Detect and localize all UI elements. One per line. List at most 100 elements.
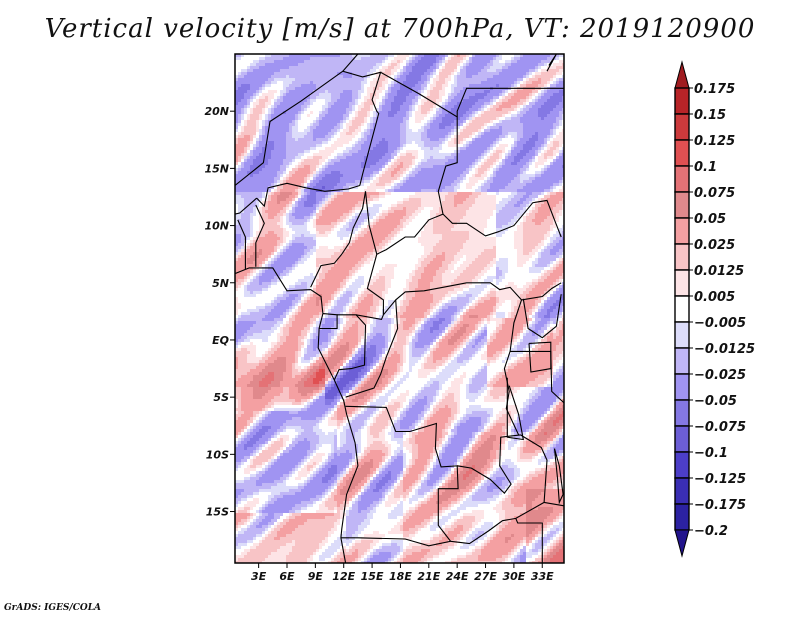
field-cell [526,66,529,69]
field-cell [250,204,253,207]
field-cell [478,147,481,150]
field-cell [457,198,460,201]
field-cell [373,57,376,60]
field-cell [283,96,286,99]
field-cell [493,60,496,63]
field-cell [343,78,346,81]
field-cell [295,78,298,81]
field-cell [259,69,262,72]
field-cell [541,78,544,81]
field-cell [409,111,412,114]
field-cell [556,165,559,168]
field-cell [241,117,244,120]
field-cell [379,102,382,105]
field-cell [364,60,367,63]
field-cell [538,138,541,141]
field-cell [547,144,550,147]
field-cell [541,138,544,141]
field-cell [274,129,277,132]
field-cell [346,183,349,186]
field-cell [538,198,541,201]
field-cell [442,72,445,75]
field-cell [469,126,472,129]
field-cell [520,132,523,135]
field-cell [538,129,541,132]
field-cell [262,84,265,87]
field-cell [466,150,469,153]
field-cell [358,72,361,75]
field-cell [238,105,241,108]
field-cell [514,192,517,195]
field-cell [268,129,271,132]
field-cell [316,138,319,141]
field-cell [439,156,442,159]
field-cell [541,186,544,189]
field-cell [340,144,343,147]
field-cell [409,195,412,198]
field-cell [412,171,415,174]
field-cell [508,60,511,63]
field-cell [292,96,295,99]
field-cell [316,90,319,93]
field-cell [430,165,433,168]
field-cell [496,132,499,135]
field-cell [370,177,373,180]
field-cell [283,177,286,180]
field-cell [430,141,433,144]
field-cell [268,93,271,96]
field-cell [316,162,319,165]
field-cell [328,177,331,180]
field-cell [505,108,508,111]
field-cell [424,66,427,69]
field-cell [511,183,514,186]
field-cell [412,99,415,102]
field-cell [277,159,280,162]
field-cell [469,201,472,204]
field-cell [247,189,250,192]
field-cell [535,162,538,165]
field-cell [490,135,493,138]
field-cell [469,69,472,72]
field-cell [454,165,457,168]
field-cell [445,129,448,132]
field-cell [436,57,439,60]
field-cell [478,141,481,144]
field-cell [442,132,445,135]
field-cell [469,159,472,162]
field-cell [310,123,313,126]
field-cell [424,201,427,204]
field-cell [457,120,460,123]
field-cell [262,141,265,144]
field-cell [406,174,409,177]
field-cell [544,159,547,162]
field-cell [370,129,373,132]
field-cell [391,93,394,96]
field-cell [538,111,541,114]
field-cell [394,69,397,72]
field-cell [259,114,262,117]
field-cell [457,195,460,198]
field-cell [523,72,526,75]
field-cell [406,108,409,111]
field-cell [331,186,334,189]
field-cell [271,117,274,120]
field-cell [244,174,247,177]
field-cell [520,195,523,198]
field-cell [301,159,304,162]
field-cell [493,189,496,192]
field-cell [508,105,511,108]
field-cell [466,156,469,159]
field-cell [532,192,535,195]
field-cell [313,201,316,204]
field-cell [406,141,409,144]
field-cell [394,168,397,171]
field-cell [559,183,562,186]
field-cell [475,102,478,105]
field-cell [475,141,478,144]
field-cell [316,135,319,138]
field-cell [400,201,403,204]
field-cell [469,135,472,138]
field-cell [472,180,475,183]
field-cell [313,204,316,207]
field-cell [307,198,310,201]
